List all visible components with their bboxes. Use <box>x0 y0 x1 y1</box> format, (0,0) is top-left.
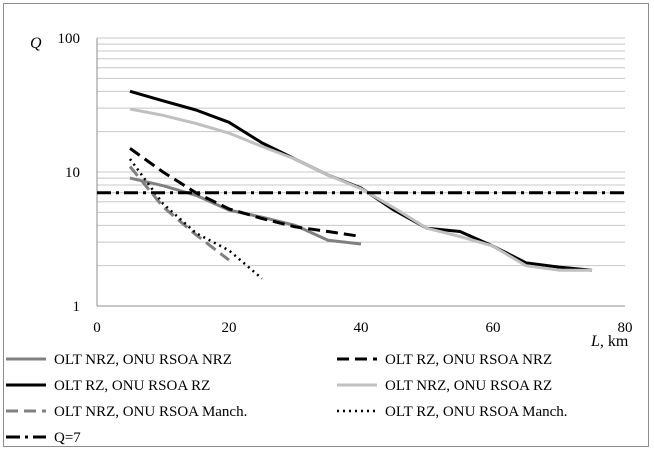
series-line-2 <box>129 147 362 238</box>
legend-label: OLT RZ, ONU RSOA Manch. <box>385 404 568 420</box>
legend-label: OLT NRZ, ONU RSOA RZ <box>385 378 552 394</box>
y-axis-label: Q <box>30 35 42 52</box>
series-line-5 <box>128 165 230 262</box>
x-tick-label: 60 <box>486 320 501 336</box>
y-tick-label: 100 <box>58 31 81 47</box>
legend-label: OLT NRZ, ONU RSOA NRZ <box>54 352 232 368</box>
x-tick-label: 20 <box>222 320 237 336</box>
series-line-4 <box>129 107 592 272</box>
legend-label: OLT RZ, ONU RSOA RZ <box>54 378 210 394</box>
x-tick-label: 0 <box>93 320 101 336</box>
axes <box>96 38 625 307</box>
legend-label: OLT NRZ, ONU RSOA Manch. <box>54 404 247 420</box>
legend-label: OLT RZ, ONU RSOA NRZ <box>385 352 552 368</box>
series-lines <box>97 89 625 280</box>
y-tick-label: 1 <box>73 299 81 315</box>
x-tick-label: 80 <box>618 320 633 336</box>
y-tick-label: 10 <box>65 165 80 181</box>
x-tick-label: 40 <box>354 320 369 336</box>
series-line-6 <box>128 158 263 280</box>
legend: OLT NRZ, ONU RSOA NRZ OLT RZ, ONU RSOA NR… <box>6 352 568 446</box>
series-line-1 <box>129 176 362 246</box>
x-axis-label: L, km <box>590 333 629 350</box>
tick-labels: 1 10 100 0 20 40 60 80 <box>58 31 633 336</box>
legend-label: Q=7 <box>54 430 81 446</box>
